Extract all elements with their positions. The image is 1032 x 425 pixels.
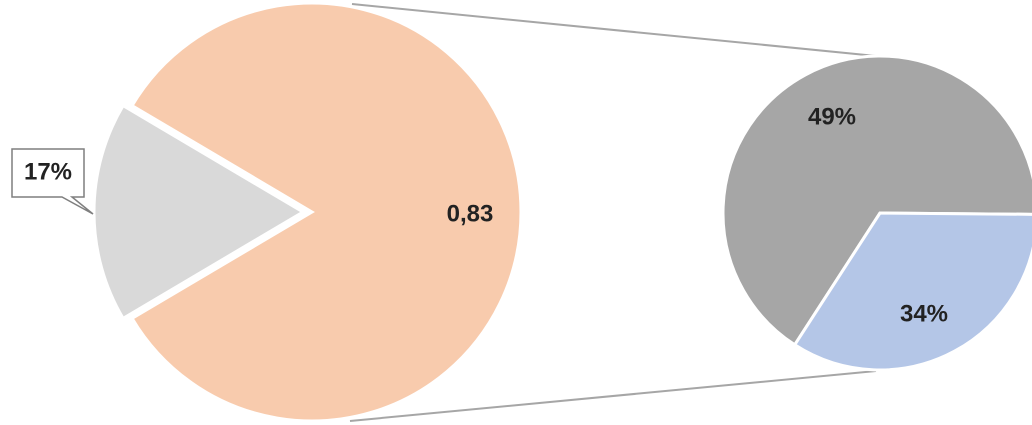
main-slice <box>130 1 523 423</box>
main-pie <box>92 1 523 423</box>
connector-line <box>349 370 877 422</box>
breakdown-slice <box>721 54 1032 347</box>
main-slice <box>92 103 306 321</box>
connector-lines <box>349 3 877 422</box>
callout-17-percent: 17% <box>11 148 94 215</box>
breakdown-slice-label: 49% <box>808 103 856 130</box>
callout-box <box>11 148 94 215</box>
callout-label: 17% <box>24 158 72 185</box>
breakdown-pie <box>721 54 1032 372</box>
breakdown-slice-label: 34% <box>900 300 948 327</box>
main-slice-label: 0,83 <box>447 200 494 227</box>
breakdown-slice <box>792 211 1032 372</box>
connector-line <box>351 3 877 57</box>
